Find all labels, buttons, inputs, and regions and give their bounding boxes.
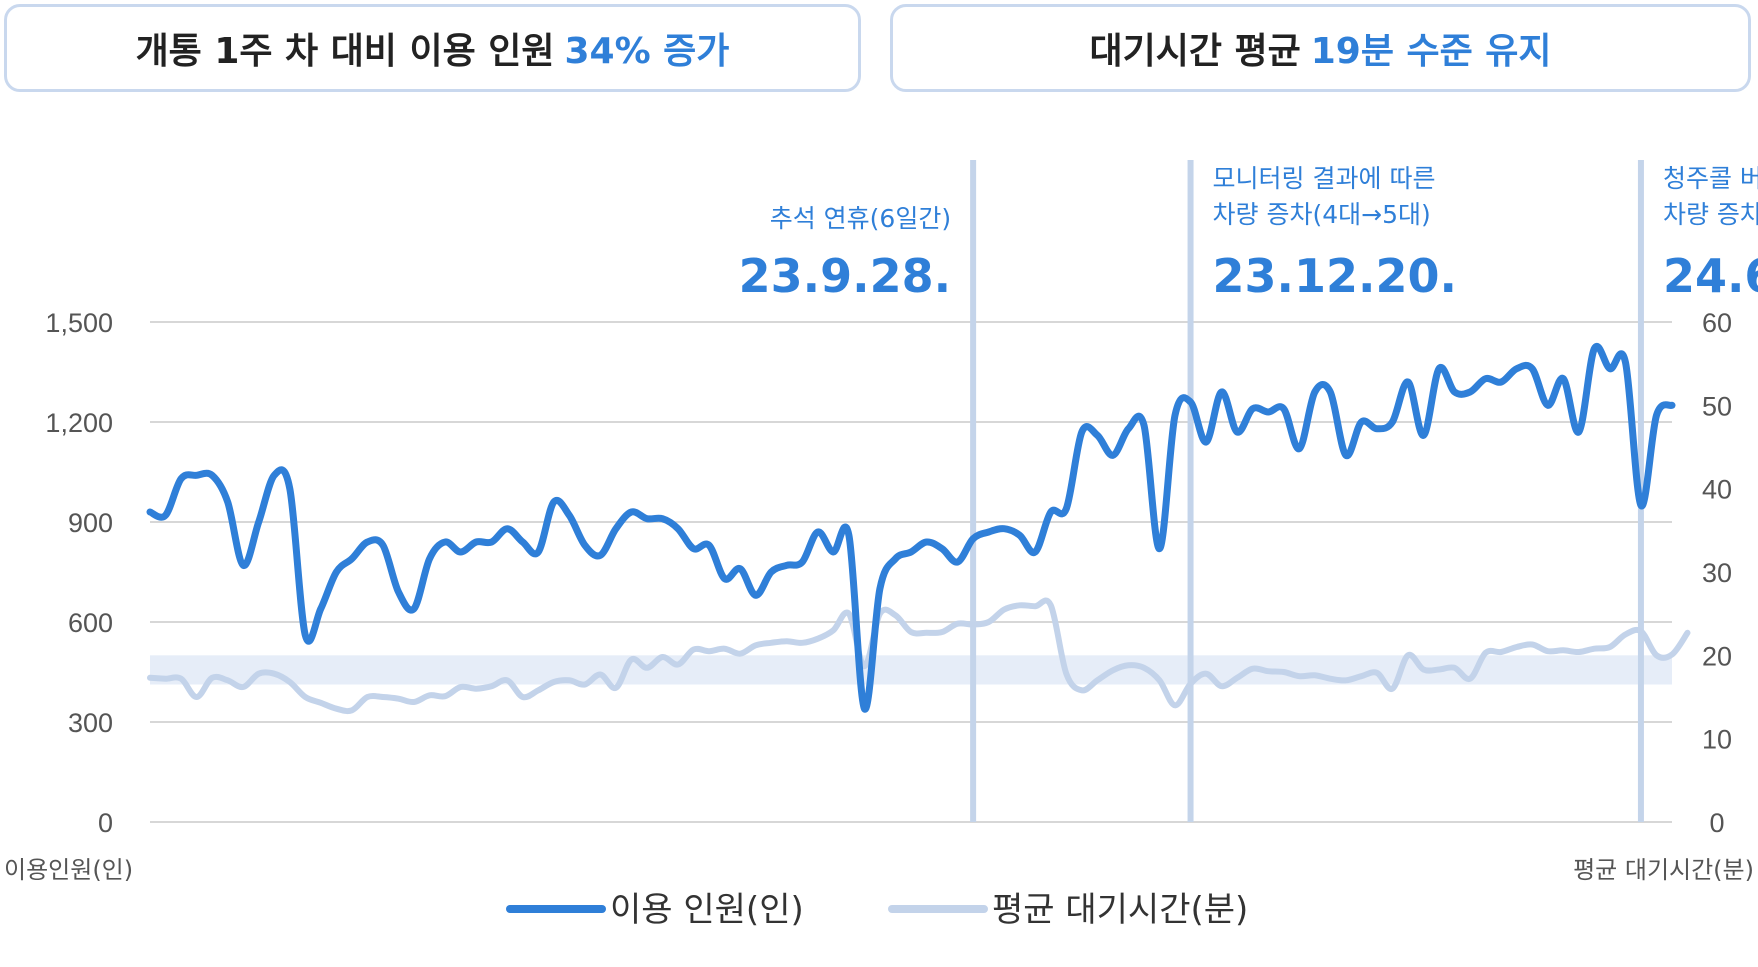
left-tick-label: 0: [98, 808, 113, 838]
series-line-wait-time: [147, 597, 1691, 715]
right-tick-label: 30: [1702, 558, 1732, 588]
gridlines: [150, 321, 1672, 823]
left-tick-label: 1,200: [45, 408, 113, 438]
left-tick-label: 600: [68, 608, 113, 638]
legend: 이용 인원(인) 평균 대기시간(분): [506, 890, 1248, 930]
event-description: 모니터링 결과에 따른: [1213, 164, 1436, 193]
event-description: 차량 증차(4대→5대): [1213, 200, 1431, 229]
left-tick-label: 300: [68, 708, 113, 738]
summary-wait-highlight: 19분 수준 유지: [1310, 31, 1552, 72]
summary-wait-time: 대기시간 평균 19분 수준 유지: [890, 4, 1751, 92]
left-axis-ticks: 0 300 600 900 1,200 1,500: [45, 308, 113, 838]
event-date: 23.9.28.: [739, 249, 951, 303]
left-axis-label: 이용인원(인): [4, 856, 133, 884]
summary-wait-text: 대기시간 평균: [1089, 31, 1301, 72]
summary-usage-highlight: 34% 증가: [564, 31, 730, 72]
right-tick-label: 40: [1702, 475, 1732, 505]
event-description: 추석 연휴(6일간): [770, 204, 951, 233]
event-date: 24.6.10.: [1663, 249, 1758, 303]
event-date: 23.12.20.: [1213, 249, 1457, 303]
event-description: 청주콜 버스 리뉴얼: [1663, 164, 1758, 193]
right-tick-label: 20: [1702, 641, 1732, 671]
legend-usage-label: 이용 인원(인): [610, 890, 804, 930]
left-tick-label: 900: [68, 508, 113, 538]
series-line-usage: [146, 342, 1676, 713]
right-axis-ticks: 0 10 20 30 40 50 60: [1702, 308, 1732, 838]
right-tick-label: 50: [1702, 391, 1732, 421]
left-tick-label: 1,500: [45, 308, 113, 338]
event-description: 차량 증차(5대→6대): [1663, 200, 1758, 229]
right-tick-label: 60: [1702, 308, 1732, 338]
legend-wait-label: 평균 대기시간(분): [992, 890, 1248, 930]
right-axis-label: 평균 대기시간(분): [1573, 856, 1754, 884]
right-tick-label: 10: [1702, 725, 1732, 755]
summary-usage-text: 개통 1주 차 대비 이용 인원: [135, 31, 555, 72]
right-tick-label: 0: [1709, 808, 1724, 838]
summary-usage-increase: 개통 1주 차 대비 이용 인원 34% 증가: [4, 4, 861, 92]
